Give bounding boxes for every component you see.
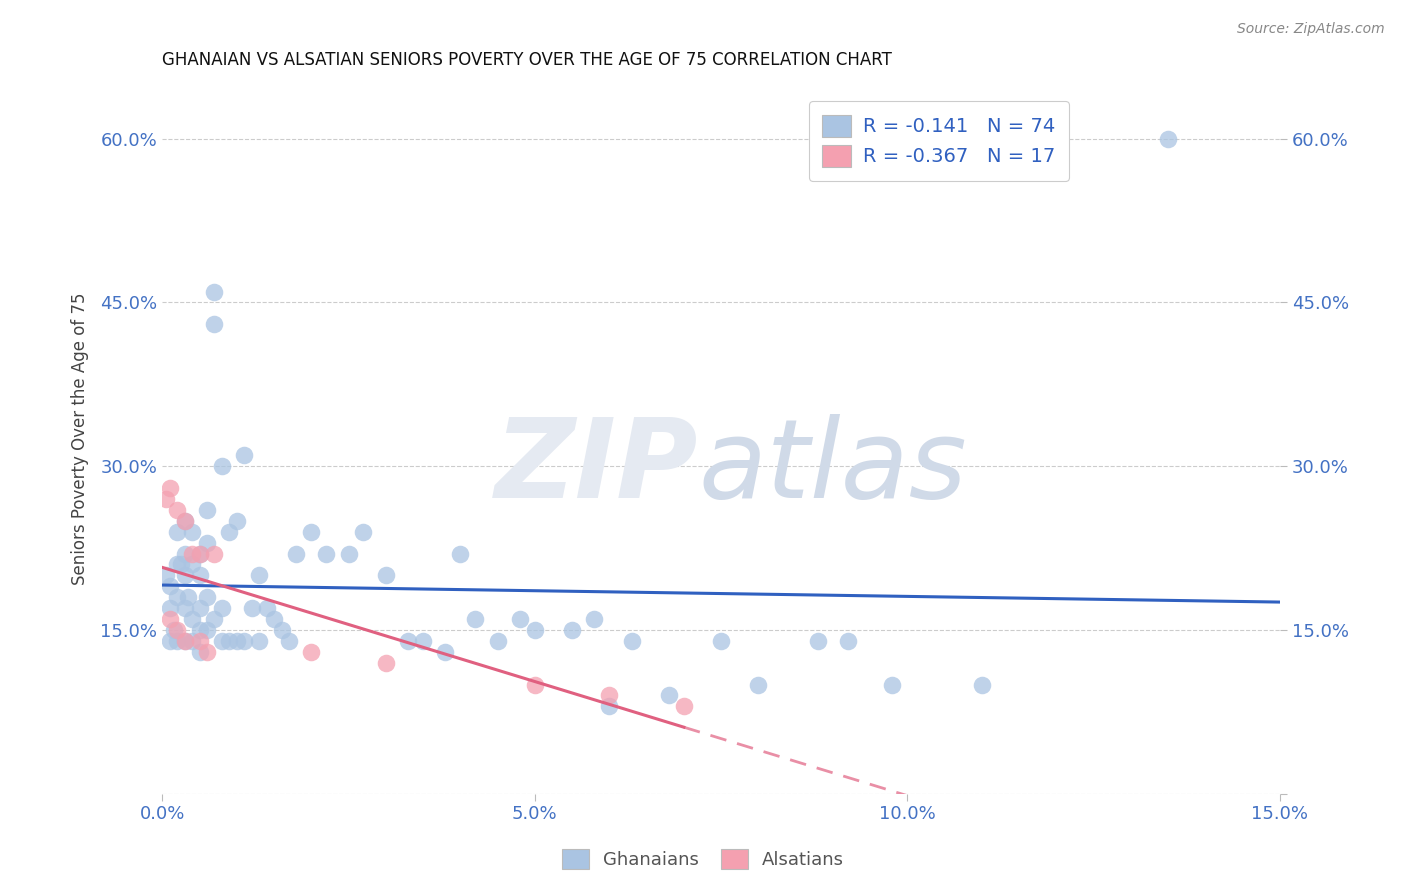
Point — [204, 285, 226, 299]
Point — [396, 633, 419, 648]
Point — [299, 645, 322, 659]
Point — [173, 601, 195, 615]
Point — [583, 612, 606, 626]
Point — [177, 590, 200, 604]
Point — [523, 623, 546, 637]
Point — [188, 633, 211, 648]
Point — [882, 677, 904, 691]
Point — [486, 633, 509, 648]
Point — [747, 677, 769, 691]
Point — [173, 568, 195, 582]
Point — [159, 481, 181, 495]
Point — [173, 514, 195, 528]
Point — [561, 623, 583, 637]
Point — [620, 633, 643, 648]
Point — [166, 633, 188, 648]
Point — [188, 568, 211, 582]
Point — [233, 633, 256, 648]
Legend: Ghanaians, Alsatians: Ghanaians, Alsatians — [553, 839, 853, 879]
Point — [672, 699, 695, 714]
Point — [285, 547, 308, 561]
Point — [233, 448, 256, 462]
Point — [204, 318, 226, 332]
Point — [211, 459, 233, 474]
Point — [188, 645, 211, 659]
Point — [247, 568, 270, 582]
Point — [434, 645, 457, 659]
Text: Source: ZipAtlas.com: Source: ZipAtlas.com — [1237, 22, 1385, 37]
Point — [181, 524, 204, 539]
Point — [240, 601, 263, 615]
Point — [162, 623, 184, 637]
Point — [263, 612, 285, 626]
Point — [225, 633, 247, 648]
Point — [159, 612, 181, 626]
Point — [299, 524, 322, 539]
Point — [598, 699, 620, 714]
Point — [195, 503, 218, 517]
Point — [337, 547, 360, 561]
Point — [374, 656, 396, 670]
Point — [353, 524, 375, 539]
Point — [173, 633, 195, 648]
Point — [166, 524, 188, 539]
Point — [412, 633, 434, 648]
Point — [256, 601, 278, 615]
Point — [204, 547, 226, 561]
Point — [218, 524, 240, 539]
Point — [211, 633, 233, 648]
Point — [181, 633, 204, 648]
Point — [195, 535, 218, 549]
Text: GHANAIAN VS ALSATIAN SENIORS POVERTY OVER THE AGE OF 75 CORRELATION CHART: GHANAIAN VS ALSATIAN SENIORS POVERTY OVE… — [162, 51, 893, 69]
Point — [155, 491, 177, 506]
Point — [181, 547, 204, 561]
Point — [166, 558, 188, 572]
Point — [166, 590, 188, 604]
Point — [449, 547, 471, 561]
Point — [374, 568, 396, 582]
Point — [464, 612, 486, 626]
Point — [509, 612, 531, 626]
Point — [278, 633, 301, 648]
Point — [710, 633, 733, 648]
Point — [225, 514, 247, 528]
Point — [181, 558, 204, 572]
Point — [204, 612, 226, 626]
Point — [173, 547, 195, 561]
Point — [159, 633, 181, 648]
Point — [155, 568, 177, 582]
Legend: R = -0.141   N = 74, R = -0.367   N = 17: R = -0.141 N = 74, R = -0.367 N = 17 — [808, 101, 1069, 181]
Point — [837, 633, 859, 648]
Point — [188, 547, 211, 561]
Point — [181, 612, 204, 626]
Point — [807, 633, 830, 648]
Point — [188, 623, 211, 637]
Point — [173, 633, 195, 648]
Point — [658, 689, 681, 703]
Point — [247, 633, 270, 648]
Point — [188, 601, 211, 615]
Point — [166, 503, 188, 517]
Text: ZIP: ZIP — [495, 414, 699, 521]
Point — [598, 689, 620, 703]
Point — [195, 645, 218, 659]
Point — [315, 547, 337, 561]
Point — [195, 623, 218, 637]
Point — [159, 601, 181, 615]
Point — [1157, 131, 1180, 145]
Point — [173, 514, 195, 528]
Point — [159, 579, 181, 593]
Point — [523, 677, 546, 691]
Point — [166, 623, 188, 637]
Point — [188, 547, 211, 561]
Point — [970, 677, 993, 691]
Point — [170, 558, 193, 572]
Y-axis label: Seniors Poverty Over the Age of 75: Seniors Poverty Over the Age of 75 — [72, 293, 89, 585]
Point — [218, 633, 240, 648]
Point — [195, 590, 218, 604]
Point — [270, 623, 292, 637]
Text: atlas: atlas — [699, 414, 967, 521]
Point — [211, 601, 233, 615]
